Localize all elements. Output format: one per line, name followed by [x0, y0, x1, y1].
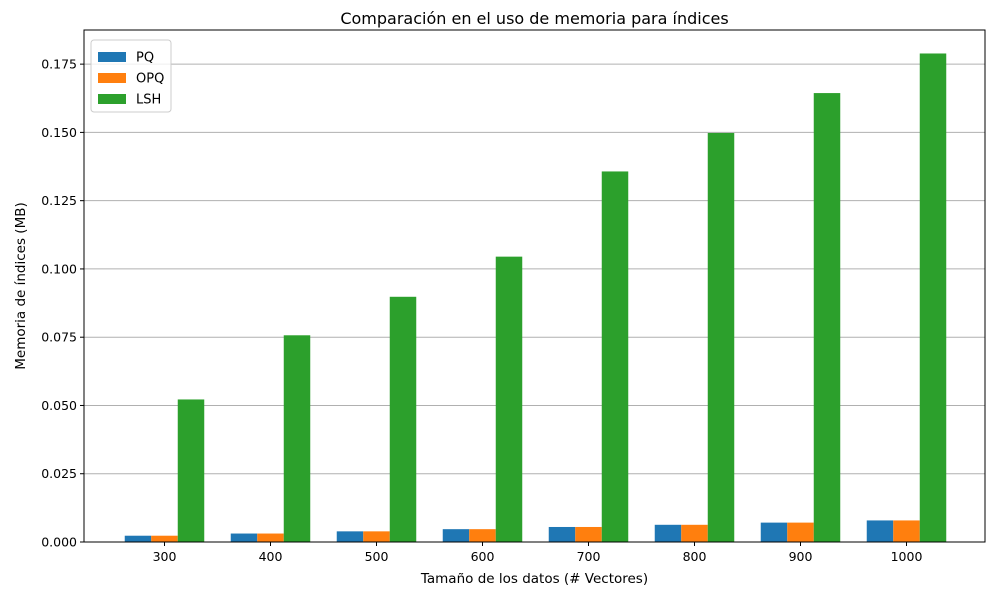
legend-label-opq: OPQ [136, 72, 164, 87]
y-tick-label: 0.000 [41, 534, 77, 549]
legend-swatch-lsh [98, 94, 126, 104]
bars [124, 53, 947, 542]
bar-lsh-500 [389, 296, 417, 542]
y-tick-label: 0.100 [41, 261, 77, 276]
chart-title: Comparación en el uso de memoria para ín… [340, 9, 728, 28]
bar-opq-700 [575, 526, 602, 542]
bar-lsh-800 [707, 132, 735, 542]
x-tick-label: 600 [471, 549, 495, 564]
bar-opq-600 [469, 529, 496, 542]
bar-opq-300 [151, 535, 178, 542]
x-tick-label: 400 [259, 549, 283, 564]
legend-swatch-opq [98, 73, 126, 83]
x-tick-label: 300 [153, 549, 177, 564]
bar-pq-700 [548, 526, 576, 542]
bar-opq-500 [363, 531, 390, 542]
x-tick-label: 800 [683, 549, 707, 564]
y-tick-label: 0.125 [41, 193, 77, 208]
bar-opq-400 [257, 533, 284, 542]
bar-opq-900 [787, 522, 814, 542]
legend-label-pq: PQ [136, 51, 154, 66]
bar-opq-800 [681, 524, 708, 542]
y-tick-label: 0.025 [41, 466, 77, 481]
bar-pq-1000 [866, 520, 894, 542]
legend: PQ OPQ LSH [90, 39, 172, 113]
bar-lsh-600 [495, 256, 523, 542]
bar-lsh-400 [283, 335, 311, 542]
x-tick-label: 700 [577, 549, 601, 564]
y-tick-label: 0.175 [41, 57, 77, 72]
bar-pq-400 [230, 533, 258, 542]
bar-pq-500 [336, 531, 364, 542]
bar-lsh-1000 [919, 53, 947, 542]
bar-lsh-900 [813, 93, 841, 542]
bar-pq-300 [124, 535, 152, 542]
y-axis-title: Memoria de índices (MB) [13, 202, 29, 370]
x-tick-label: 1000 [891, 549, 923, 564]
x-tick-label: 500 [365, 549, 389, 564]
legend-swatch-pq [98, 52, 126, 62]
legend-label-lsh: LSH [136, 93, 161, 108]
bar-lsh-300 [177, 399, 205, 542]
y-tick-label: 0.075 [41, 330, 77, 345]
bar-pq-900 [760, 522, 788, 542]
bar-lsh-700 [601, 171, 629, 542]
x-tick-label: 900 [789, 549, 813, 564]
bar-opq-1000 [893, 520, 920, 542]
bar-pq-600 [442, 529, 470, 542]
ticks: 0.000 0.025 0.050 0.075 0.100 0.125 0.150 0.175… [41, 57, 922, 564]
bar-pq-800 [654, 524, 682, 542]
y-tick-label: 0.050 [41, 398, 77, 413]
x-axis-title: Tamaño de los datos (# Vectores) [420, 571, 648, 587]
y-tick-label: 0.150 [41, 125, 77, 140]
plot-frame [83, 29, 986, 543]
